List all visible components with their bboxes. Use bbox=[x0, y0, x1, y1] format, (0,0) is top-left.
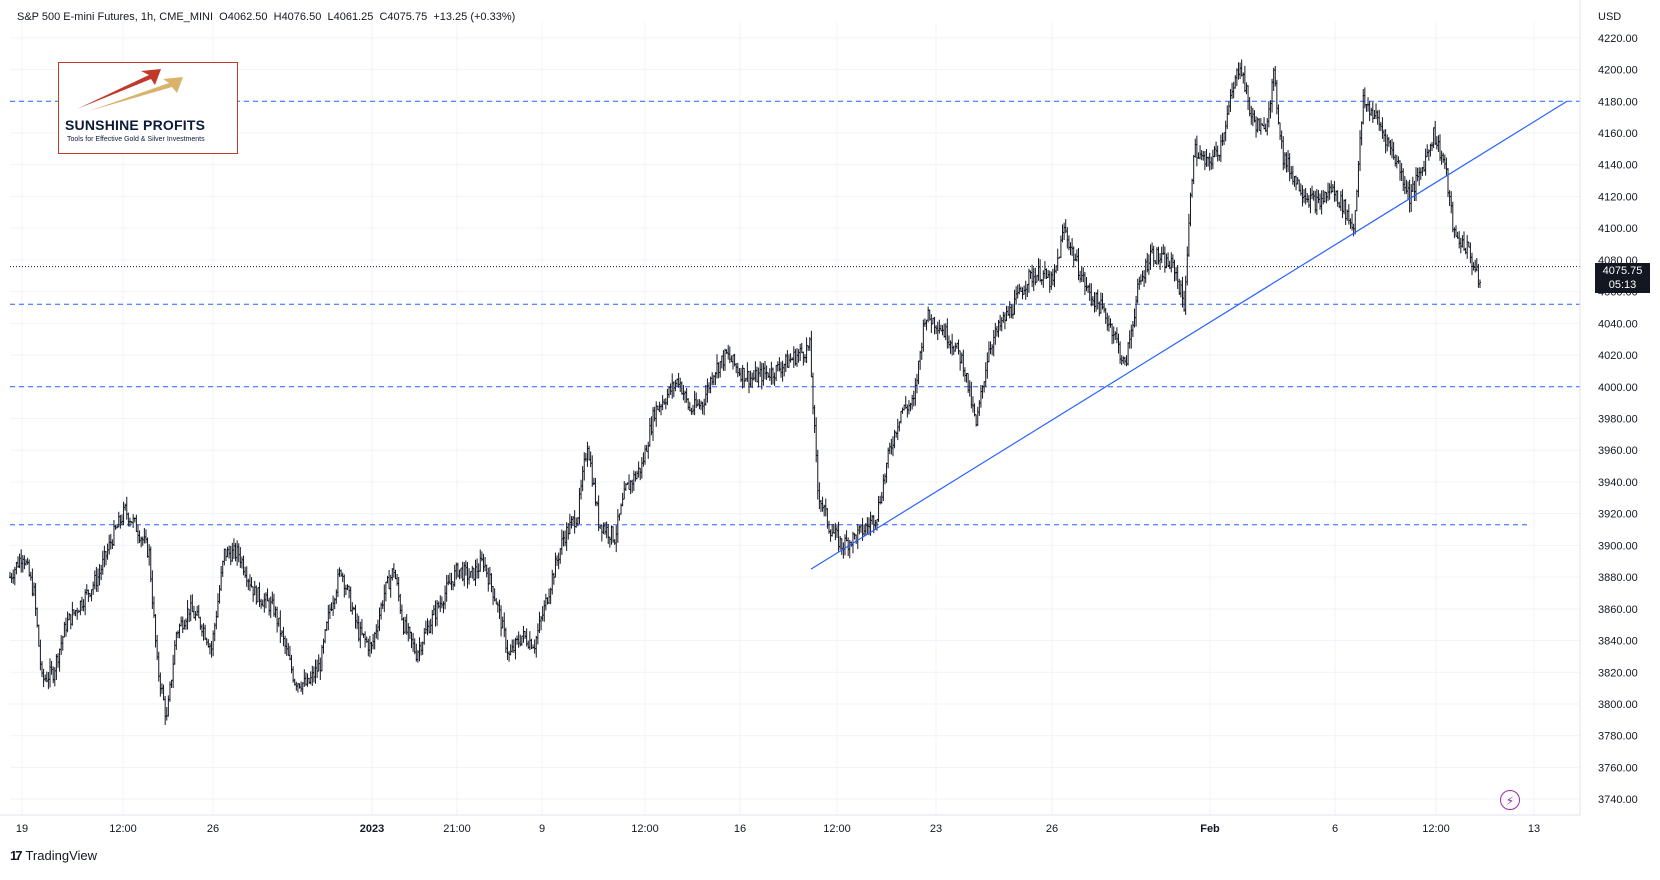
y-tick-label: 4020.00 bbox=[1598, 350, 1638, 362]
lightning-icon[interactable]: ⚡ bbox=[1500, 790, 1520, 810]
y-tick-label: 3780.00 bbox=[1598, 731, 1638, 743]
y-tick-label: 4180.00 bbox=[1598, 96, 1638, 108]
x-tick-label: 9 bbox=[539, 823, 545, 835]
symbol-header: S&P 500 E-mini Futures, 1h, CME_MINI O40… bbox=[17, 11, 515, 23]
grid-layer bbox=[10, 22, 1580, 815]
current-price-label: 4075.75 05:13 bbox=[1595, 263, 1650, 293]
current-price: 4075.75 bbox=[1602, 265, 1643, 277]
axis-layer: 3740.00 3760.00 3780.00 3800.00 3820.00 3840.… bbox=[0, 0, 1638, 835]
x-tick-label: 21:00 bbox=[443, 823, 471, 835]
bar-countdown: 05:13 bbox=[1608, 279, 1637, 291]
x-tick-label: 12:00 bbox=[1422, 823, 1450, 835]
y-tick-label: 4100.00 bbox=[1598, 223, 1638, 235]
y-tick-label: 3960.00 bbox=[1598, 445, 1638, 457]
x-tick-label: 19 bbox=[16, 823, 28, 835]
x-tick-label: 2023 bbox=[360, 823, 384, 835]
sunshine-profits-logo: SUNSHINE PROFITS Tools for Effective Gol… bbox=[58, 62, 238, 154]
y-unit-label: USD bbox=[1598, 11, 1621, 23]
y-tick-label: 3820.00 bbox=[1598, 667, 1638, 679]
logo-arrow-icon bbox=[77, 69, 183, 111]
x-tick-label: 16 bbox=[734, 823, 746, 835]
tradingview-logo-icon: 17 bbox=[10, 848, 23, 863]
y-tick-label: 3980.00 bbox=[1598, 414, 1638, 426]
y-tick-label: 4040.00 bbox=[1598, 318, 1638, 330]
y-tick-label: 4000.00 bbox=[1598, 382, 1638, 394]
y-tick-label: 3760.00 bbox=[1598, 762, 1638, 774]
y-tick-label: 3880.00 bbox=[1598, 572, 1638, 584]
trendline bbox=[810, 100, 1568, 570]
x-tick-label: 12:00 bbox=[631, 823, 659, 835]
tradingview-footer[interactable]: 17 TradingView bbox=[10, 848, 97, 863]
y-tick-label: 4140.00 bbox=[1598, 160, 1638, 172]
y-tick-label: 3920.00 bbox=[1598, 509, 1638, 521]
tradingview-brand: TradingView bbox=[25, 848, 98, 863]
logo-title: SUNSHINE PROFITS bbox=[65, 117, 206, 133]
x-tick-label: 12:00 bbox=[823, 823, 851, 835]
y-tick-label: 3800.00 bbox=[1598, 699, 1638, 711]
symbol-name: S&P 500 E-mini Futures, 1h, CME_MINI bbox=[17, 11, 214, 23]
x-tick-label: 6 bbox=[1332, 823, 1338, 835]
support-resistance-lines[interactable] bbox=[10, 100, 1580, 526]
high-value: H4076.50 bbox=[273, 11, 322, 23]
low-value: L4061.25 bbox=[327, 11, 374, 23]
x-tick-label: 26 bbox=[1046, 823, 1058, 835]
y-tick-label: 4220.00 bbox=[1598, 33, 1638, 45]
y-tick-label: 4120.00 bbox=[1598, 191, 1638, 203]
x-tick-label: 23 bbox=[930, 823, 942, 835]
trendline-layer[interactable] bbox=[810, 100, 1568, 570]
price-bars bbox=[9, 59, 1481, 726]
x-tick-label: 13 bbox=[1528, 823, 1540, 835]
x-tick-label: Feb bbox=[1200, 823, 1220, 835]
y-tick-label: 4200.00 bbox=[1598, 65, 1638, 77]
x-tick-label: 26 bbox=[207, 823, 219, 835]
y-tick-label: 3860.00 bbox=[1598, 604, 1638, 616]
logo-subtitle: Tools for Effective Gold & Silver Invest… bbox=[67, 136, 205, 143]
x-tick-label: 12:00 bbox=[109, 823, 137, 835]
y-tick-label: 3840.00 bbox=[1598, 636, 1638, 648]
change-value: +13.25 (+0.33%) bbox=[433, 11, 516, 23]
y-tick-label: 4160.00 bbox=[1598, 128, 1638, 140]
open-value: O4062.50 bbox=[219, 11, 268, 23]
y-tick-label: 3940.00 bbox=[1598, 477, 1638, 489]
y-tick-label: 3900.00 bbox=[1598, 540, 1638, 552]
y-tick-label: 3740.00 bbox=[1598, 794, 1638, 806]
close-value: C4075.75 bbox=[379, 11, 428, 23]
